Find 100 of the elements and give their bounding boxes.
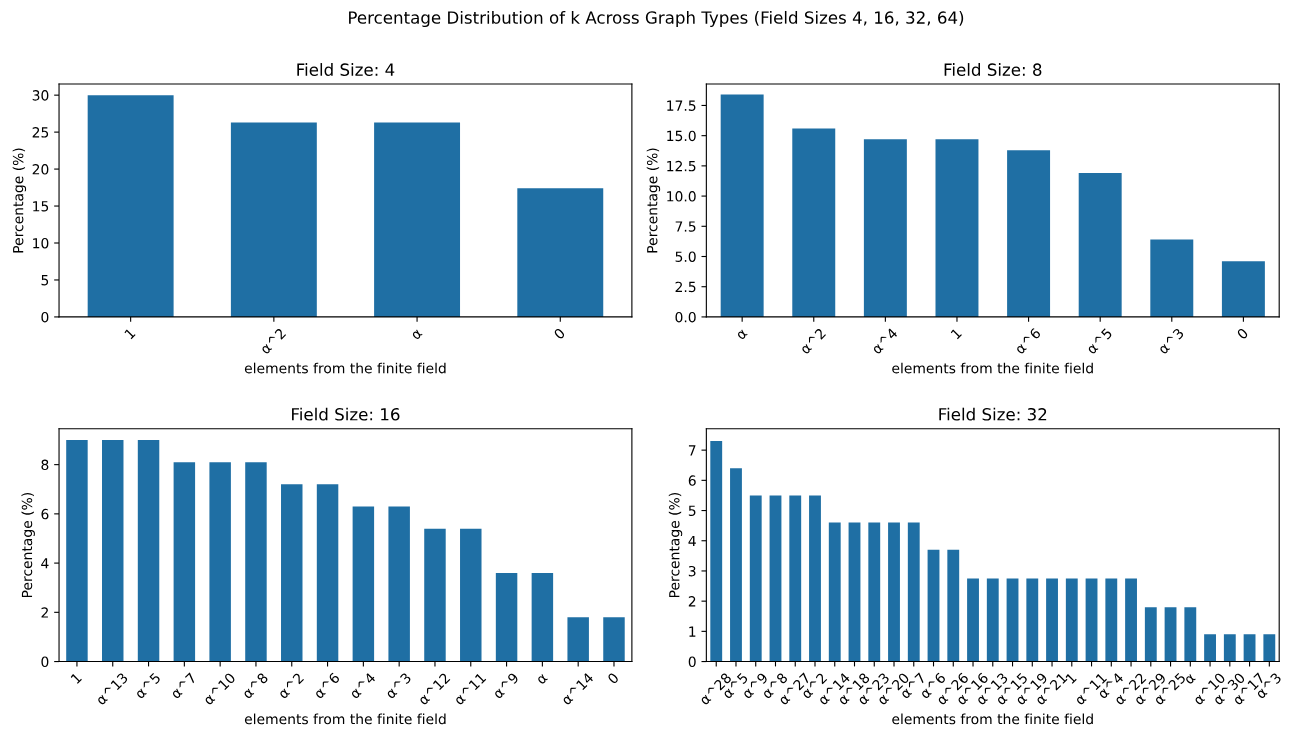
y-tick-label: 17.5 (667, 100, 696, 111)
x-axis-title: elements from the finite field (244, 362, 446, 374)
bar (1223, 634, 1236, 662)
y-tick-label: 20 (32, 164, 49, 175)
x-axis-title: elements from the finite field (244, 713, 446, 725)
x-tick-label: 0 (553, 327, 566, 340)
bar (1243, 634, 1256, 662)
chart-title: Field Size: 4 (297, 63, 395, 76)
bar (567, 617, 589, 662)
y-axis-title: Percentage (%) (646, 148, 661, 253)
y-tick-label: 12.5 (667, 160, 696, 172)
y-tick-label: 0 (41, 311, 49, 323)
bar (495, 572, 518, 662)
x-tick-label: α (736, 329, 748, 341)
bar (868, 522, 881, 662)
y-tick-label: 1 (689, 626, 696, 637)
y-axis-title: Percentage (%) (668, 493, 683, 598)
y-tick-label: 5 (41, 275, 49, 286)
bar (809, 495, 821, 662)
bar (1263, 634, 1276, 662)
bar (230, 122, 317, 317)
y-tick-label: 6 (688, 475, 696, 486)
bar (907, 522, 920, 662)
bar (352, 506, 375, 662)
bar (603, 617, 625, 662)
bar (1105, 578, 1118, 662)
y-axis-title: Percentage (%) (21, 493, 35, 598)
bar (1078, 173, 1122, 317)
x-tick-label: α (1184, 673, 1196, 685)
y-tick-label: 15 (33, 201, 49, 212)
bar (967, 578, 979, 662)
x-tick-label: α (536, 673, 548, 685)
bar (927, 549, 940, 662)
bar (947, 549, 960, 662)
y-tick-label: 3 (688, 565, 696, 577)
bar (87, 95, 174, 317)
y-tick-label: 8 (41, 459, 49, 471)
bar (1007, 150, 1051, 317)
bar (1144, 607, 1157, 662)
bar (66, 440, 88, 662)
y-tick-label: 10.0 (667, 191, 696, 202)
bar (863, 139, 907, 317)
y-tick-label: 10 (33, 237, 49, 249)
bar (828, 522, 841, 662)
x-axis-title: elements from the finite field (892, 713, 1093, 725)
y-tick-label: 7.5 (675, 221, 696, 232)
text: Percentage Distribution of k Across Graph Types (Field Sizes 4, 16, 32, 64) (349, 10, 964, 28)
x-tick-label: 0 (606, 672, 620, 685)
bar (1125, 578, 1137, 662)
bar (935, 139, 979, 317)
y-tick-label: 15.0 (667, 130, 696, 142)
chart-title: Field Size: 32 (939, 407, 1047, 421)
bar (769, 495, 782, 662)
bar (517, 188, 604, 317)
bar (792, 128, 836, 317)
bar (730, 468, 742, 662)
bar (460, 528, 482, 662)
bar (848, 522, 861, 662)
y-tick-label: 25 (32, 127, 49, 138)
bar (102, 440, 124, 662)
bar (888, 522, 900, 662)
x-tick-label: 1 (124, 327, 136, 340)
y-tick-label: 0 (688, 656, 696, 668)
y-tick-label: 4 (688, 535, 696, 547)
bar (531, 572, 554, 662)
bar (749, 495, 762, 662)
y-tick-label: 6 (41, 508, 49, 520)
y-tick-label: 7 (688, 445, 696, 456)
bar (710, 441, 723, 662)
bar (1085, 578, 1098, 662)
chart-title: Field Size: 8 (944, 63, 1042, 76)
bar (173, 462, 196, 662)
bar (1026, 578, 1039, 662)
y-tick-label: 30 (32, 90, 49, 101)
bar (137, 440, 160, 662)
x-axis-title: elements from the finite field (892, 362, 1093, 374)
bar (1046, 578, 1058, 662)
bar (789, 495, 802, 662)
bar (374, 122, 461, 317)
bar (1204, 634, 1216, 662)
bar (316, 484, 339, 662)
y-tick-label: 0.0 (675, 311, 696, 323)
y-axis-title: Percentage (%) (12, 148, 27, 253)
bar (1184, 607, 1197, 662)
bar (1150, 239, 1194, 317)
y-tick-label: 2 (41, 607, 48, 618)
y-tick-label: 4 (41, 558, 49, 569)
y-tick-label: 2.5 (675, 281, 696, 293)
bar (1221, 261, 1265, 317)
bar (1006, 578, 1019, 662)
x-tick-label: 1 (1065, 672, 1077, 684)
bar (1164, 607, 1177, 662)
bar (720, 94, 764, 317)
x-tick-label: 1 (70, 672, 82, 684)
y-tick-label: 0 (41, 656, 49, 668)
bar (424, 528, 446, 662)
x-tick-label: 1 (950, 327, 962, 340)
bar (986, 578, 999, 662)
x-tick-label: α (411, 329, 423, 341)
bar (245, 462, 267, 662)
